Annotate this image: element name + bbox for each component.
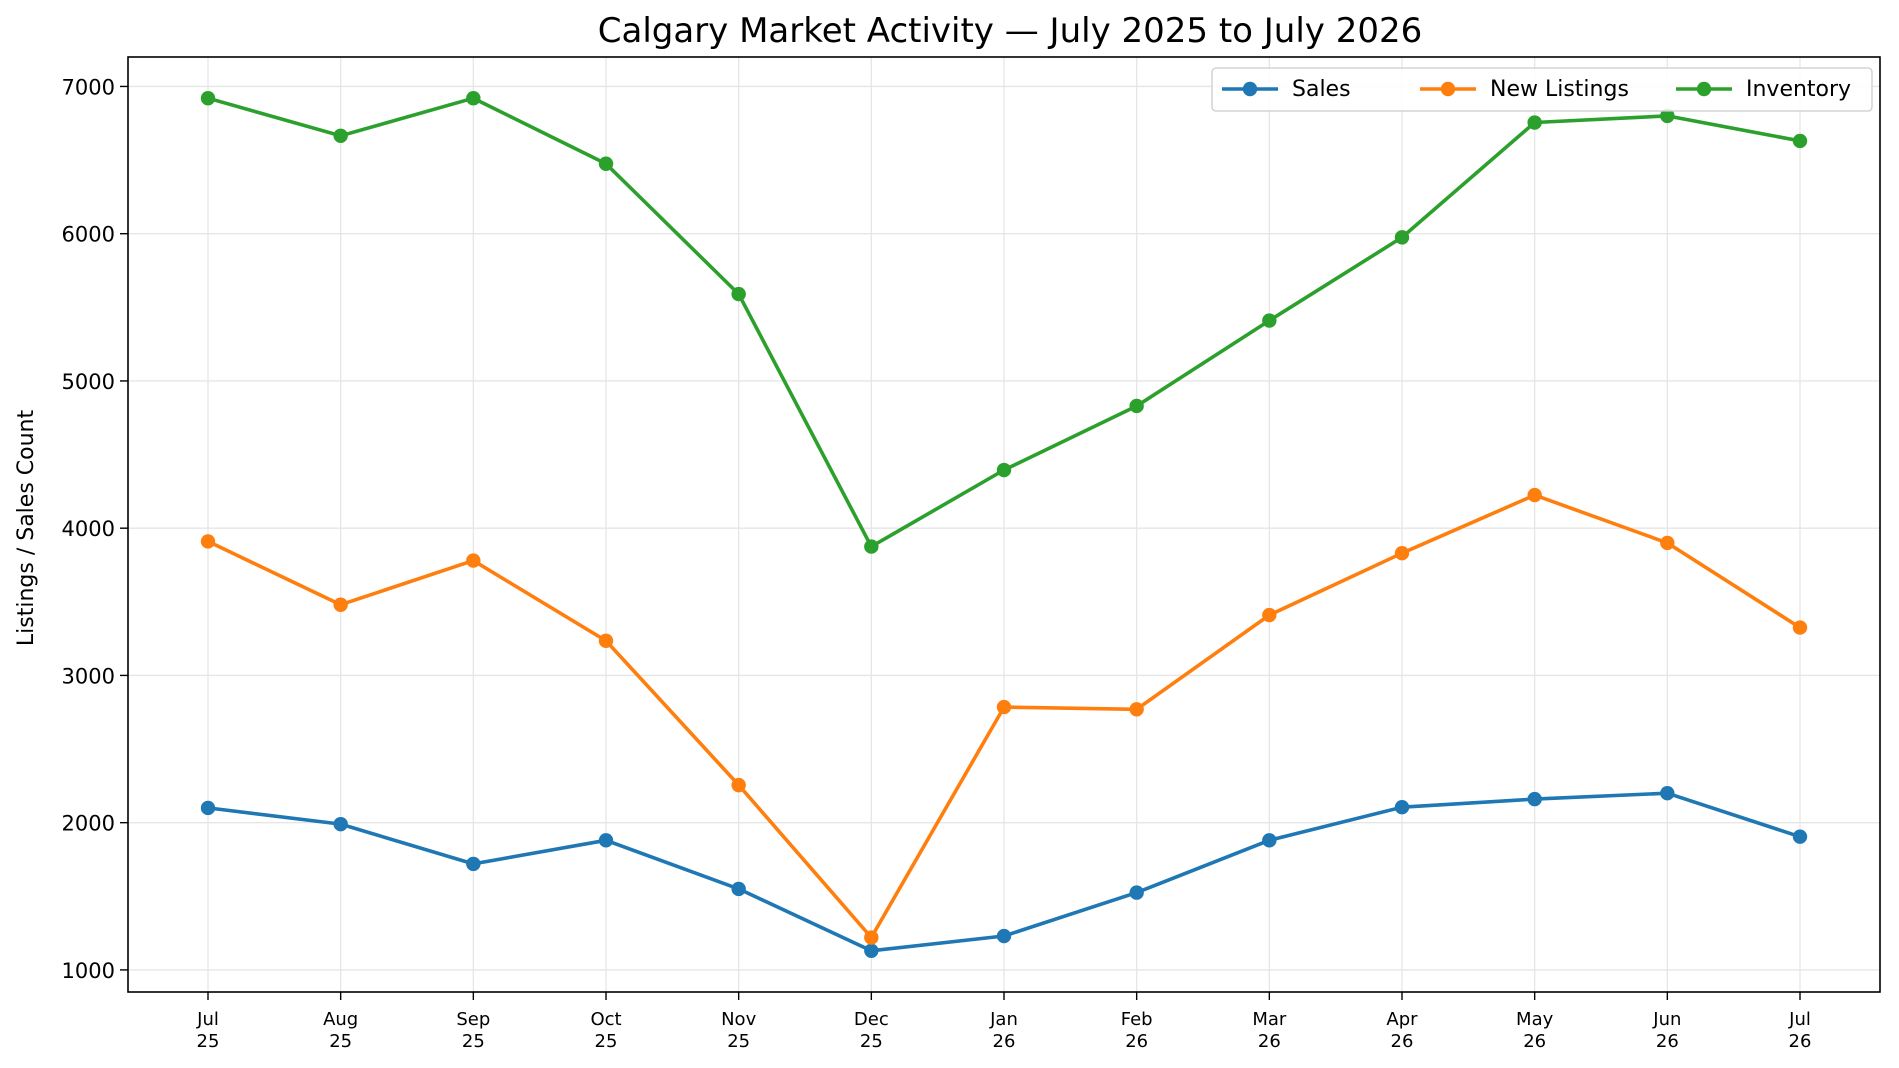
y-tick-label: 5000 — [62, 370, 115, 394]
legend-item-inventory: Inventory — [1676, 77, 1851, 102]
y-tick-label: 1000 — [62, 959, 115, 983]
x-tick-label-year: 26 — [1789, 1031, 1812, 1052]
chart-title: Calgary Market Activity — July 2025 to J… — [598, 11, 1423, 51]
legend: Sales New Listings Inventory — [1211, 67, 1873, 112]
y-tick-label: 4000 — [62, 517, 115, 541]
data-point-new-listings — [333, 597, 348, 612]
x-tick-label-month: Jun — [1652, 1009, 1681, 1030]
y-tick-label: 3000 — [62, 664, 115, 688]
x-tick-label-month: Nov — [721, 1009, 756, 1030]
legend-frame — [1211, 67, 1873, 112]
x-tick-label-year: 26 — [993, 1031, 1016, 1052]
x-tick-label-year: 26 — [1125, 1031, 1148, 1052]
data-point-new-listings — [1660, 535, 1675, 551]
grid-lines — [128, 57, 1880, 992]
data-point-sales — [996, 928, 1012, 944]
data-point-sales — [1660, 786, 1675, 801]
data-point-sales — [333, 816, 348, 832]
x-tick-label-year: 25 — [595, 1031, 618, 1052]
x-tick-label-month: Jan — [989, 1009, 1018, 1030]
data-point-new-listings — [598, 633, 614, 649]
series-sales — [200, 786, 1808, 958]
legend-label-sales: Sales — [1292, 77, 1351, 102]
data-point-inventory — [864, 539, 879, 554]
x-tick-label-year: 26 — [1258, 1031, 1281, 1052]
x-tick-label-month: Feb — [1121, 1009, 1153, 1030]
x-tick-label-month: Apr — [1386, 1009, 1418, 1030]
legend-label-new-listings: New Listings — [1490, 77, 1629, 102]
legend-label-inventory: Inventory — [1746, 77, 1851, 102]
data-point-inventory — [731, 286, 746, 302]
data-point-sales — [731, 881, 746, 897]
x-tick-label-year: 25 — [860, 1031, 883, 1052]
data-point-new-listings — [200, 534, 216, 549]
x-tick-label-year: 25 — [197, 1031, 220, 1052]
data-point-inventory — [333, 128, 348, 143]
x-tick-label-month: Oct — [590, 1009, 621, 1030]
legend-marker-inventory — [1696, 81, 1712, 97]
data-point-new-listings — [1129, 702, 1144, 717]
data-point-sales — [1792, 829, 1808, 844]
data-point-inventory — [996, 462, 1012, 478]
data-point-inventory — [466, 91, 481, 106]
y-axis-label: Listings / Sales Count — [14, 410, 39, 647]
data-point-new-listings — [1262, 607, 1277, 623]
series-layer — [200, 91, 1808, 958]
data-point-sales — [1527, 791, 1542, 807]
x-tick-label-month: Jul — [1788, 1009, 1811, 1030]
data-point-new-listings — [1394, 546, 1410, 561]
data-point-inventory — [1394, 230, 1410, 245]
data-point-sales — [1129, 885, 1144, 900]
data-point-inventory — [1262, 313, 1277, 328]
data-point-inventory — [598, 156, 614, 171]
x-tick-label-year: 25 — [727, 1031, 750, 1052]
data-point-new-listings — [466, 553, 481, 568]
data-point-sales — [864, 943, 879, 958]
data-point-new-listings — [1527, 487, 1542, 503]
series-inventory — [200, 91, 1808, 554]
legend-item-new-listings: New Listings — [1420, 77, 1629, 102]
data-point-sales — [1394, 800, 1410, 815]
data-point-inventory — [1129, 398, 1144, 414]
x-tick-label-year: 26 — [1391, 1031, 1414, 1052]
data-point-sales — [466, 856, 481, 872]
data-point-inventory — [1792, 133, 1808, 149]
y-tick-label: 6000 — [62, 223, 115, 247]
series-new-listings — [200, 487, 1808, 945]
data-point-sales — [200, 800, 216, 816]
axes: 1000200030004000500060007000Jul25Aug25Se… — [62, 75, 1812, 1052]
data-point-sales — [1262, 833, 1277, 848]
legend-marker-new-listings — [1440, 81, 1456, 97]
data-point-inventory — [1660, 108, 1675, 124]
x-tick-label-month: Mar — [1252, 1009, 1287, 1030]
x-tick-label-month: Aug — [323, 1009, 358, 1030]
data-point-new-listings — [1792, 620, 1808, 635]
x-tick-label-year: 26 — [1523, 1031, 1546, 1052]
legend-item-sales: Sales — [1222, 77, 1351, 102]
x-tick-label-year: 26 — [1656, 1031, 1679, 1052]
x-tick-label-month: Jul — [196, 1009, 219, 1030]
x-tick-label-month: Dec — [854, 1009, 889, 1030]
x-tick-label-month: Sep — [456, 1009, 490, 1030]
data-point-inventory — [200, 91, 216, 106]
x-tick-label-month: May — [1516, 1009, 1554, 1030]
data-point-inventory — [1527, 115, 1542, 130]
data-point-new-listings — [864, 930, 879, 945]
data-point-new-listings — [996, 699, 1012, 715]
x-tick-label-year: 25 — [329, 1031, 352, 1052]
data-point-new-listings — [731, 777, 746, 793]
legend-marker-sales — [1242, 81, 1258, 97]
data-point-sales — [598, 833, 614, 848]
y-tick-label: 7000 — [62, 75, 115, 99]
x-tick-label-year: 25 — [462, 1031, 485, 1052]
y-tick-label: 2000 — [62, 812, 115, 836]
